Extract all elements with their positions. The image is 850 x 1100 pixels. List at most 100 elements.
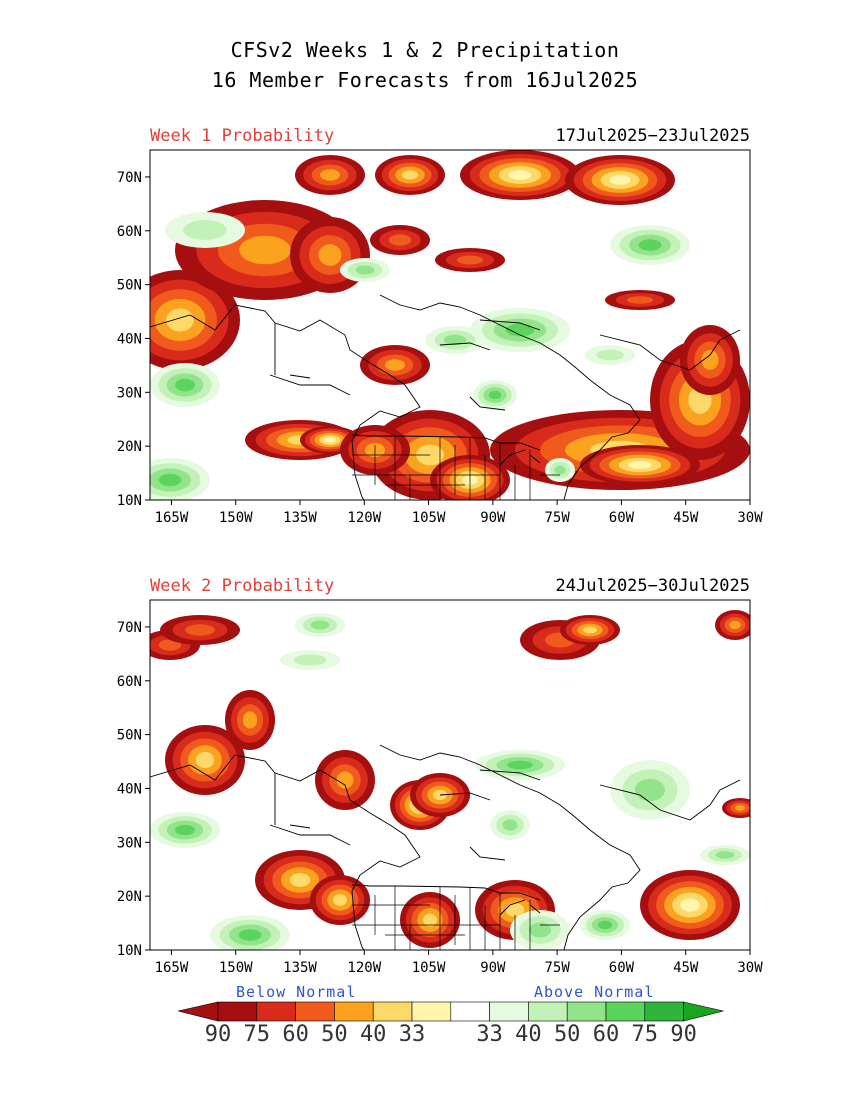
coastline bbox=[150, 294, 641, 500]
below-normal-label: Below Normal bbox=[236, 983, 357, 1001]
week2-probability-label: Week 2 Probability bbox=[150, 576, 335, 596]
coastline bbox=[529, 454, 541, 464]
below-normal-contour bbox=[456, 255, 484, 265]
coastline bbox=[469, 396, 506, 411]
lon-tick-label: 75W bbox=[544, 960, 570, 975]
above-normal-contour bbox=[715, 851, 735, 859]
colorbar-number: 40 bbox=[515, 1022, 542, 1047]
lon-tick-label: 90W bbox=[480, 510, 506, 525]
below-normal-contour bbox=[701, 350, 719, 370]
lon-tick-label: 30W bbox=[737, 510, 763, 525]
above-normal-contour bbox=[635, 778, 665, 802]
coastline bbox=[439, 342, 491, 351]
lat-tick-label: 70N bbox=[117, 620, 142, 636]
below-normal-contour bbox=[628, 461, 652, 469]
lon-tick-label: 150W bbox=[219, 510, 253, 525]
below-normal-contour bbox=[320, 169, 340, 181]
lon-tick-label: 105W bbox=[412, 510, 446, 525]
below-normal-contour bbox=[336, 771, 354, 789]
above-normal-contour bbox=[183, 220, 227, 240]
lon-tick-label: 105W bbox=[412, 960, 446, 975]
coastline bbox=[150, 744, 641, 950]
coastline bbox=[269, 374, 351, 396]
lat-tick-label: 30N bbox=[117, 835, 142, 851]
colorbar-number: 60 bbox=[282, 1022, 309, 1047]
colorbar-number: 90 bbox=[670, 1022, 697, 1047]
lon-tick-label: 165W bbox=[155, 510, 189, 525]
above-normal-contour bbox=[355, 265, 375, 275]
colorbar-number: 60 bbox=[592, 1022, 620, 1047]
coastlines bbox=[150, 294, 741, 500]
colorbar-number: 33 bbox=[398, 1022, 426, 1047]
title-line-2: 16 Member Forecasts from 16Jul2025 bbox=[211, 68, 639, 92]
lat-tick-label: 60N bbox=[117, 224, 142, 240]
week1-probability-label: Week 1 Probability bbox=[150, 126, 335, 146]
colorbar-number: 75 bbox=[631, 1022, 659, 1047]
above-normal-contour bbox=[597, 920, 613, 930]
below-normal-contour bbox=[242, 711, 258, 729]
colorbar-bin bbox=[217, 1001, 258, 1022]
below-normal-contour bbox=[508, 170, 532, 180]
below-normal-contour bbox=[195, 751, 215, 769]
coastline bbox=[289, 374, 311, 379]
above-normal-contour bbox=[175, 378, 195, 392]
title-line-1: CFSv2 Weeks 1 & 2 Precipitation bbox=[230, 38, 620, 62]
above-normal-contour bbox=[443, 334, 467, 346]
colorbar-bin bbox=[566, 1001, 607, 1022]
above-normal-label: Above Normal bbox=[534, 983, 655, 1001]
us-border bbox=[352, 434, 541, 451]
lon-tick-label: 90W bbox=[480, 960, 506, 975]
lat-tick-label: 40N bbox=[117, 331, 142, 347]
probability-colorbar bbox=[177, 1001, 724, 1022]
coastline bbox=[599, 779, 741, 821]
below-normal-contour bbox=[626, 296, 654, 304]
coastline bbox=[469, 846, 506, 861]
week2-probability-map: 70N 60N 50N 40N 30N 20N 10N 165W 150W 135W 120W 105… bbox=[117, 599, 763, 975]
colorbar-number: 33 bbox=[476, 1022, 503, 1047]
colorbar-number: 90 bbox=[204, 1022, 232, 1047]
coastline bbox=[289, 824, 311, 829]
lat-tick-label: 30N bbox=[117, 385, 142, 401]
colorbar-bin bbox=[372, 1001, 413, 1022]
coastline bbox=[439, 792, 491, 801]
lon-tick-label: 75W bbox=[544, 510, 570, 525]
above-normal-contour bbox=[596, 349, 624, 361]
lat-tick-label: 50N bbox=[117, 728, 142, 744]
below-normal-contour bbox=[166, 308, 194, 332]
colorbar-number: 40 bbox=[359, 1022, 387, 1047]
colorbar-number: 50 bbox=[553, 1022, 581, 1047]
above-normal-contour bbox=[554, 465, 566, 475]
colorbar-labels: 90 75 60 50 40 33 33 40 50 60 75 90 bbox=[0, 1022, 850, 1048]
below-normal-contour bbox=[333, 894, 347, 906]
colorbar-above-arrow bbox=[683, 1001, 724, 1022]
colorbar-bin bbox=[411, 1001, 452, 1022]
colorbar-bin bbox=[489, 1001, 529, 1022]
lon-tick-label: 45W bbox=[673, 960, 699, 975]
lat-tick-label: 10N bbox=[117, 493, 142, 509]
week1-probability-map: 70N 60N 50N 40N 30N 20N 10N 165W 150W 135W 120W 105… bbox=[117, 149, 763, 525]
lat-tick-label: 50N bbox=[117, 278, 142, 294]
lat-tick-label: 10N bbox=[117, 943, 142, 959]
above-normal-contour bbox=[505, 323, 535, 337]
coastlines bbox=[150, 744, 741, 950]
colorbar-number: 50 bbox=[321, 1022, 348, 1047]
week2-date-range: 24Jul2025−30Jul2025 bbox=[555, 576, 750, 596]
plot-frame bbox=[149, 599, 751, 951]
below-normal-contour bbox=[609, 175, 631, 185]
above-normal-contour bbox=[507, 760, 533, 770]
below-normal-contour bbox=[734, 805, 746, 811]
above-normal-contour bbox=[175, 824, 195, 836]
lon-tick-label: 135W bbox=[283, 510, 317, 525]
below-normal-contour bbox=[239, 235, 291, 265]
below-normal-contour bbox=[583, 626, 597, 634]
lon-tick-label: 120W bbox=[347, 960, 381, 975]
lon-tick-label: 60W bbox=[609, 960, 635, 975]
colorbar-bin bbox=[256, 1001, 296, 1022]
probability-shading bbox=[150, 150, 750, 500]
lon-tick-label: 45W bbox=[673, 510, 699, 525]
below-normal-contour bbox=[385, 359, 405, 371]
below-normal-contour bbox=[505, 903, 525, 917]
below-normal-contour bbox=[680, 898, 700, 912]
colorbar-number: 75 bbox=[243, 1022, 271, 1047]
below-normal-contour bbox=[324, 437, 336, 443]
